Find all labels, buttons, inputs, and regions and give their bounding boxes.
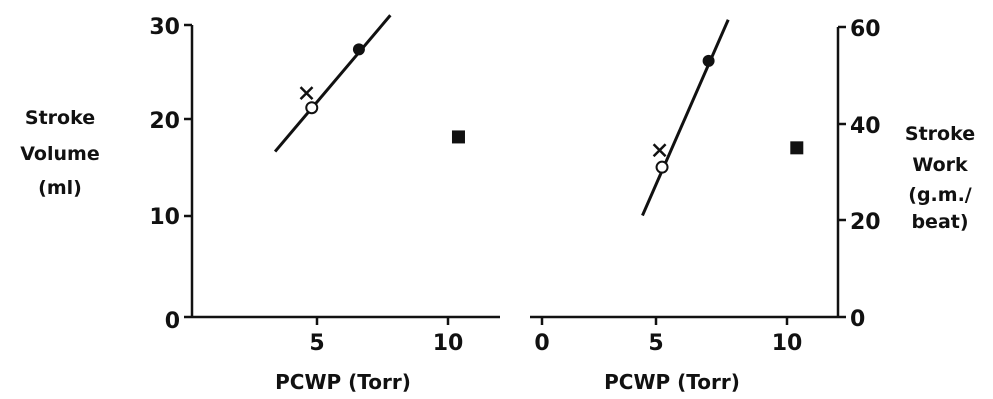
y-axis-label-line-1: Stroke [905,123,975,145]
y-axis-label-line-3: (g.m./ [908,184,972,206]
y-axis-label-line-3: (ml) [38,177,82,199]
y-tick-label-30: 30 [149,15,180,40]
x-tick-label-10: 10 [433,331,464,356]
x-tick-label-5: 5 [648,331,663,356]
x-axis-label: PCWP (Torr) [604,370,740,394]
y-axis-label-line-4: beat) [911,211,968,233]
data-points [299,43,465,144]
y-tick-label-20: 20 [850,210,881,235]
data-point-filled-circle [702,54,715,67]
data-points [652,54,804,174]
y-axis-label-line-2: Work [912,154,968,176]
data-point-open-circle [655,160,669,174]
x-tick-label-0: 0 [534,331,549,356]
y-tick-label-20: 20 [149,109,180,134]
data-point-filled-circle [352,43,365,56]
y-tick-label-10: 10 [149,205,180,230]
y-tick-label-0: 0 [165,309,180,334]
data-point-x [299,86,314,101]
x-tick-label-10: 10 [772,331,803,356]
regression-line [641,19,730,217]
stroke-volume-chart: Stroke Volume (ml) 0 10 20 30 5 10 PCWP … [20,14,500,394]
data-point-filled-square [451,130,465,144]
y-tick-label-60: 60 [850,17,881,42]
y-axis-label-line-2: Volume [20,143,99,165]
y-tick-label-40: 40 [850,114,881,139]
x-axis-label: PCWP (Torr) [275,370,411,394]
x-tick-label-5: 5 [309,331,324,356]
y-axis-label-line-1: Stroke [25,107,95,129]
data-point-filled-square [790,141,804,155]
data-point-open-circle [305,101,319,115]
stroke-work-chart: 0 5 10 0 20 40 60 Stroke Work (g.m./ bea… [530,17,975,394]
data-point-x [652,143,667,158]
y-tick-label-0: 0 [850,307,865,332]
regression-line [273,14,392,153]
